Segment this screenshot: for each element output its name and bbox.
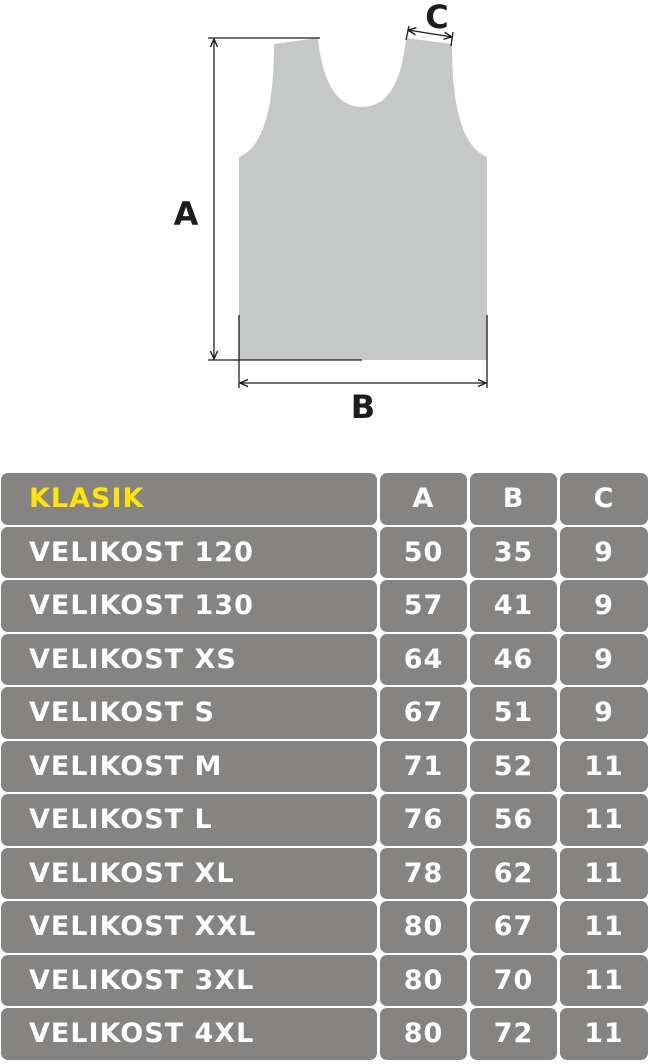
- measurement-b: 62: [470, 847, 557, 899]
- measurement-a: 71: [380, 740, 467, 792]
- measurement-b: 41: [470, 580, 557, 632]
- size-label: VELIKOST XS: [1, 633, 377, 685]
- dimension-a-label: A: [174, 195, 199, 233]
- measurement-b: 72: [470, 1008, 557, 1060]
- measurement-b: 52: [470, 740, 557, 792]
- measurement-b: 67: [470, 901, 557, 953]
- measurement-a: 78: [380, 847, 467, 899]
- table-row: VELIKOST 4XL 80 72 11: [1, 1008, 648, 1060]
- measurement-a: 80: [380, 1008, 467, 1060]
- size-label: VELIKOST XL: [1, 847, 377, 899]
- measurement-c: 11: [560, 847, 648, 899]
- measurement-b: 46: [470, 633, 557, 685]
- measurement-a: 50: [380, 526, 467, 578]
- measurement-c: 9: [560, 526, 648, 578]
- table-row: VELIKOST 3XL 80 70 11: [1, 954, 648, 1006]
- table-row: VELIKOST M 71 52 11: [1, 740, 648, 792]
- size-label: VELIKOST 120: [1, 526, 377, 578]
- dimension-c-left-tick: [405, 25, 410, 41]
- table-header-row: KLASIK A B C: [1, 473, 648, 525]
- size-label: VELIKOST M: [1, 740, 377, 792]
- dimension-c-label: C: [425, 0, 448, 36]
- table-row: VELIKOST XXL 80 67 11: [1, 901, 648, 953]
- measurement-a: 67: [380, 687, 467, 739]
- size-label: VELIKOST L: [1, 794, 377, 846]
- dimension-c-right-tick: [450, 31, 454, 47]
- measurement-a: 80: [380, 901, 467, 953]
- column-header-c: C: [560, 473, 648, 525]
- table-row: VELIKOST L 76 56 11: [1, 794, 648, 846]
- measurement-b: 70: [470, 954, 557, 1006]
- measurement-a: 64: [380, 633, 467, 685]
- column-header-a: A: [380, 473, 467, 525]
- measurement-b: 56: [470, 794, 557, 846]
- measurement-b: 51: [470, 687, 557, 739]
- column-header-b: B: [470, 473, 557, 525]
- table-row: VELIKOST XL 78 62 11: [1, 847, 648, 899]
- size-table: KLASIK A B C VELIKOST 120 50 35 9 VELIKOST 1…: [1, 473, 648, 1062]
- measurement-c: 9: [560, 633, 648, 685]
- measurement-c: 11: [560, 901, 648, 953]
- tank-top-shape: [239, 38, 487, 360]
- size-label: VELIKOST 130: [1, 580, 377, 632]
- size-label: VELIKOST 4XL: [1, 1008, 377, 1060]
- measurement-c: 11: [560, 794, 648, 846]
- measurement-a: 80: [380, 954, 467, 1006]
- dimension-b-label: B: [351, 388, 375, 426]
- measurement-b: 35: [470, 526, 557, 578]
- size-label: VELIKOST S: [1, 687, 377, 739]
- measurement-c: 11: [560, 954, 648, 1006]
- measurement-c: 9: [560, 687, 648, 739]
- tank-top-diagram: A B C: [174, 0, 488, 426]
- size-label: VELIKOST 3XL: [1, 954, 377, 1006]
- table-row: VELIKOST S 67 51 9: [1, 687, 648, 739]
- table-row: VELIKOST XS 64 46 9: [1, 633, 648, 685]
- table-row: VELIKOST 130 57 41 9: [1, 580, 648, 632]
- measurement-a: 57: [380, 580, 467, 632]
- dimension-c-line: [408, 30, 452, 37]
- measurement-c: 11: [560, 740, 648, 792]
- measurement-c: 9: [560, 580, 648, 632]
- table-title: KLASIK: [1, 473, 377, 525]
- measurement-c: 11: [560, 1008, 648, 1060]
- size-label: VELIKOST XXL: [1, 901, 377, 953]
- measurement-a: 76: [380, 794, 467, 846]
- table-row: VELIKOST 120 50 35 9: [1, 526, 648, 578]
